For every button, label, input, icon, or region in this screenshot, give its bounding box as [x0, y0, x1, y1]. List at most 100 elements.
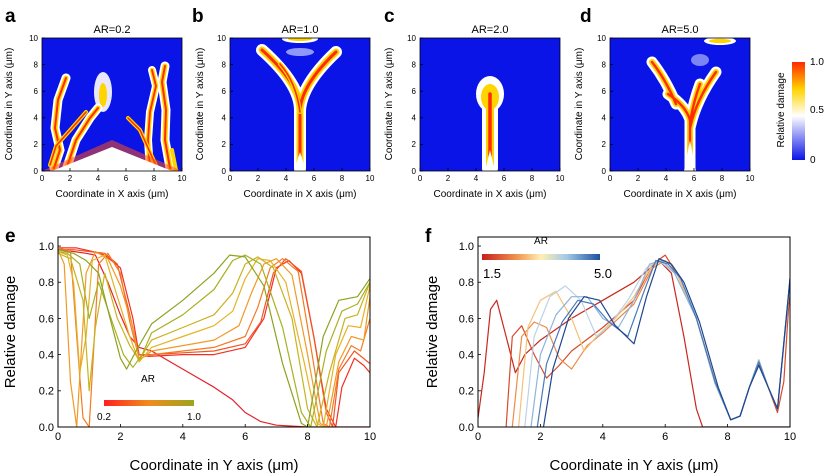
plot-frame [419, 37, 561, 172]
x-tick-label: 6 [124, 174, 129, 183]
series-group [58, 247, 370, 427]
y-tick-label: 0.6 [459, 313, 474, 325]
plot-frame [41, 37, 183, 172]
y-tick-label: 0.0 [459, 422, 474, 434]
y-tick-label: 4 [222, 114, 227, 123]
x-axis-label: Coordinate in X axis (μm) [623, 189, 736, 200]
series-line [58, 249, 370, 427]
heatmap-field [230, 38, 370, 171]
x-tick-label: 8 [720, 174, 725, 183]
y-tick-label: 8 [412, 60, 417, 69]
x-tick-label: 8 [340, 174, 345, 183]
y-tick-label: 0.8 [39, 277, 54, 289]
axis-ticks: 0 2 4 6 8 10 0.0 0.2 0.4 0.6 0.8 1.0 [39, 241, 376, 443]
y-tick-label: 4 [602, 114, 607, 123]
y-tick-label: 6 [34, 87, 39, 96]
legend-max: 1.0 [187, 412, 201, 423]
panel-letter: c [384, 6, 395, 27]
y-tick-label: 1.0 [459, 241, 474, 253]
legend-max: 5.0 [594, 266, 612, 281]
panel-f: f 0 2 4 6 8 10 0.0 0.2 0.4 0.6 0.8 1.0 Coordinate i… [424, 226, 796, 474]
legend: AR 0.2 1.0 [97, 374, 201, 423]
y-tick-label: 6 [412, 87, 417, 96]
x-tick-label: 10 [746, 174, 755, 183]
x-tick-label: 2 [256, 174, 261, 183]
x-tick-label: 0 [608, 174, 613, 183]
y-tick-label: 8 [34, 60, 39, 69]
plot-frame [609, 37, 751, 172]
y-axis-label: Coordinate in Y axis (μm) [384, 48, 395, 161]
y-tick-label: 8 [602, 60, 607, 69]
x-tick-label: 0 [228, 174, 233, 183]
x-axis-label: Coordinate in X axis (μm) [243, 189, 356, 200]
y-tick-label: 0 [34, 167, 39, 176]
x-tick-label: 0 [418, 174, 423, 183]
y-tick-label: 4 [34, 114, 39, 123]
y-tick-label: 6 [602, 87, 607, 96]
x-tick-label: 4 [180, 431, 186, 443]
panel-title: AR=0.2 [94, 24, 131, 36]
x-tick-label: 10 [178, 174, 187, 183]
series-line [542, 258, 790, 427]
axis-ticks: 0 2 4 6 8 10 0 2 4 6 8 10 [407, 34, 565, 183]
plot-frame [57, 236, 371, 428]
y-axis-label: Coordinate in Y axis (μm) [4, 48, 15, 161]
x-tick-label: 2 [537, 431, 543, 443]
panel-title: AR=5.0 [662, 24, 699, 36]
x-tick-label: 8 [152, 174, 157, 183]
y-tick-label: 2 [34, 140, 39, 149]
x-tick-label: 0 [40, 174, 45, 183]
series-line [58, 250, 370, 427]
y-tick-label: 6 [222, 87, 227, 96]
x-tick-label: 4 [600, 431, 606, 443]
panel-letter: a [5, 6, 16, 27]
y-axis-label: Coordinate in Y axis (μm) [195, 48, 206, 161]
y-tick-label: 10 [29, 34, 38, 43]
x-tick-label: 2 [68, 174, 73, 183]
heatmap-field [42, 38, 182, 171]
x-tick-label: 4 [474, 174, 479, 183]
x-tick-label: 10 [364, 431, 376, 443]
y-tick-label: 0.2 [39, 386, 54, 398]
y-tick-label: 1.0 [39, 241, 54, 253]
y-tick-label: 0.6 [39, 313, 54, 325]
y-tick-label: 2 [602, 140, 607, 149]
x-tick-label: 8 [530, 174, 535, 183]
series-line [518, 259, 790, 427]
y-tick-label: 2 [222, 140, 227, 149]
heatmap-field [610, 38, 750, 171]
x-tick-label: 10 [556, 174, 565, 183]
panel-letter: f [425, 226, 432, 247]
series-line [530, 259, 790, 427]
x-tick-label: 4 [284, 174, 289, 183]
y-tick-label: 10 [597, 34, 606, 43]
series-line [58, 247, 370, 427]
x-axis-label: Coordinate in X axis (μm) [55, 189, 168, 200]
legend-gradient [482, 254, 600, 260]
y-tick-label: 2 [412, 140, 417, 149]
series-group [478, 254, 790, 427]
legend-title: AR [534, 236, 548, 247]
x-tick-label: 10 [366, 174, 375, 183]
axis-ticks: 0 2 4 6 8 10 0 2 4 6 8 10 [597, 34, 755, 183]
y-tick-label: 0 [602, 167, 607, 176]
x-tick-label: 6 [312, 174, 317, 183]
x-tick-label: 2 [446, 174, 451, 183]
panel-b: b AR=1.0 0 2 4 6 8 10 0 2 4 6 8 10 Coordinate in X … [192, 6, 375, 200]
panel-c: c AR=2.0 0 2 4 6 8 10 0 2 4 6 8 10 Coordinate in X … [384, 6, 565, 200]
x-tick-label: 0 [475, 431, 481, 443]
x-axis-label: Coordinate in Y axis (μm) [130, 457, 299, 474]
axis-ticks: 0 2 4 6 8 10 0.0 0.2 0.4 0.6 0.8 1.0 [459, 241, 796, 443]
y-tick-label: 0 [412, 167, 417, 176]
series-line [58, 252, 370, 427]
y-tick-label: 0.4 [459, 349, 474, 361]
x-tick-label: 2 [636, 174, 641, 183]
x-tick-label: 6 [242, 431, 248, 443]
heatmap-field [420, 38, 560, 171]
y-tick-label: 0.0 [39, 422, 54, 434]
axis-ticks: 0 2 4 6 8 10 0 2 4 6 8 10 [217, 34, 375, 183]
y-tick-label: 8 [222, 60, 227, 69]
colorbar-tick: 0.5 [810, 105, 824, 116]
colorbar-label: Relative damage [776, 72, 787, 147]
